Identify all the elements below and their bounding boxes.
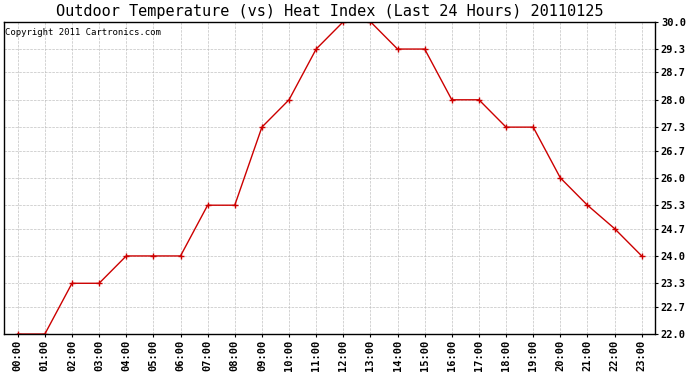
Text: Copyright 2011 Cartronics.com: Copyright 2011 Cartronics.com	[6, 28, 161, 37]
Title: Outdoor Temperature (vs) Heat Index (Last 24 Hours) 20110125: Outdoor Temperature (vs) Heat Index (Las…	[56, 4, 604, 19]
